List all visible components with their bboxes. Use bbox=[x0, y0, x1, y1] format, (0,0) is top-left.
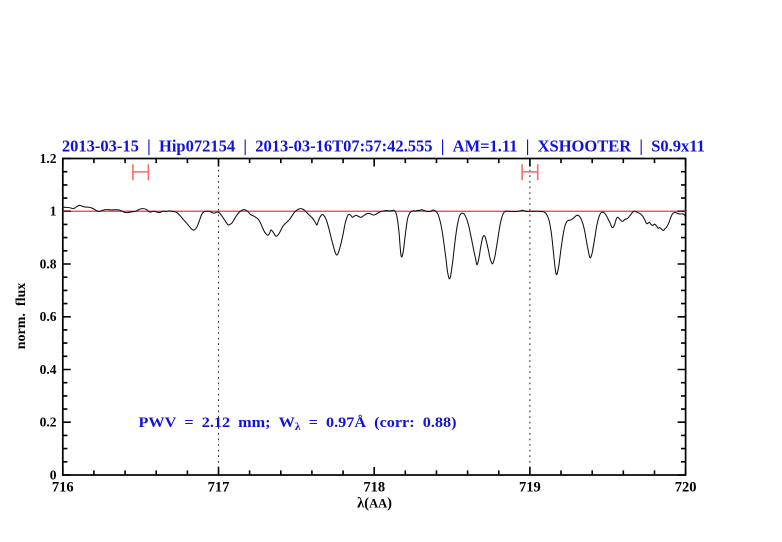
svg-text:0.2: 0.2 bbox=[40, 415, 57, 430]
svg-text:1: 1 bbox=[50, 204, 57, 219]
svg-text:norm. flux: norm. flux bbox=[14, 283, 29, 350]
svg-text:719: 719 bbox=[519, 480, 541, 496]
svg-text:0.6: 0.6 bbox=[40, 309, 57, 324]
svg-text:λ(AA): λ(AA) bbox=[357, 496, 392, 512]
svg-text:716: 716 bbox=[52, 480, 74, 496]
svg-text:0.8: 0.8 bbox=[40, 256, 57, 271]
svg-text:718: 718 bbox=[363, 480, 385, 496]
svg-text:0.4: 0.4 bbox=[40, 362, 57, 377]
svg-text:PWV = 2.12 mm; Wλ = 0.97: PWV = 2.12 mm; Wλ = 0.97Å (corr: 0.88) bbox=[139, 415, 457, 433]
svg-text:2013-03-15 | Hip072154 | 2: 2013-03-15 | Hip072154 | 2013-03-16T07:5… bbox=[62, 136, 705, 155]
svg-text:720: 720 bbox=[675, 480, 697, 496]
svg-text:717: 717 bbox=[208, 480, 230, 496]
svg-text:1.2: 1.2 bbox=[40, 151, 57, 166]
svg-text:0: 0 bbox=[50, 467, 57, 482]
